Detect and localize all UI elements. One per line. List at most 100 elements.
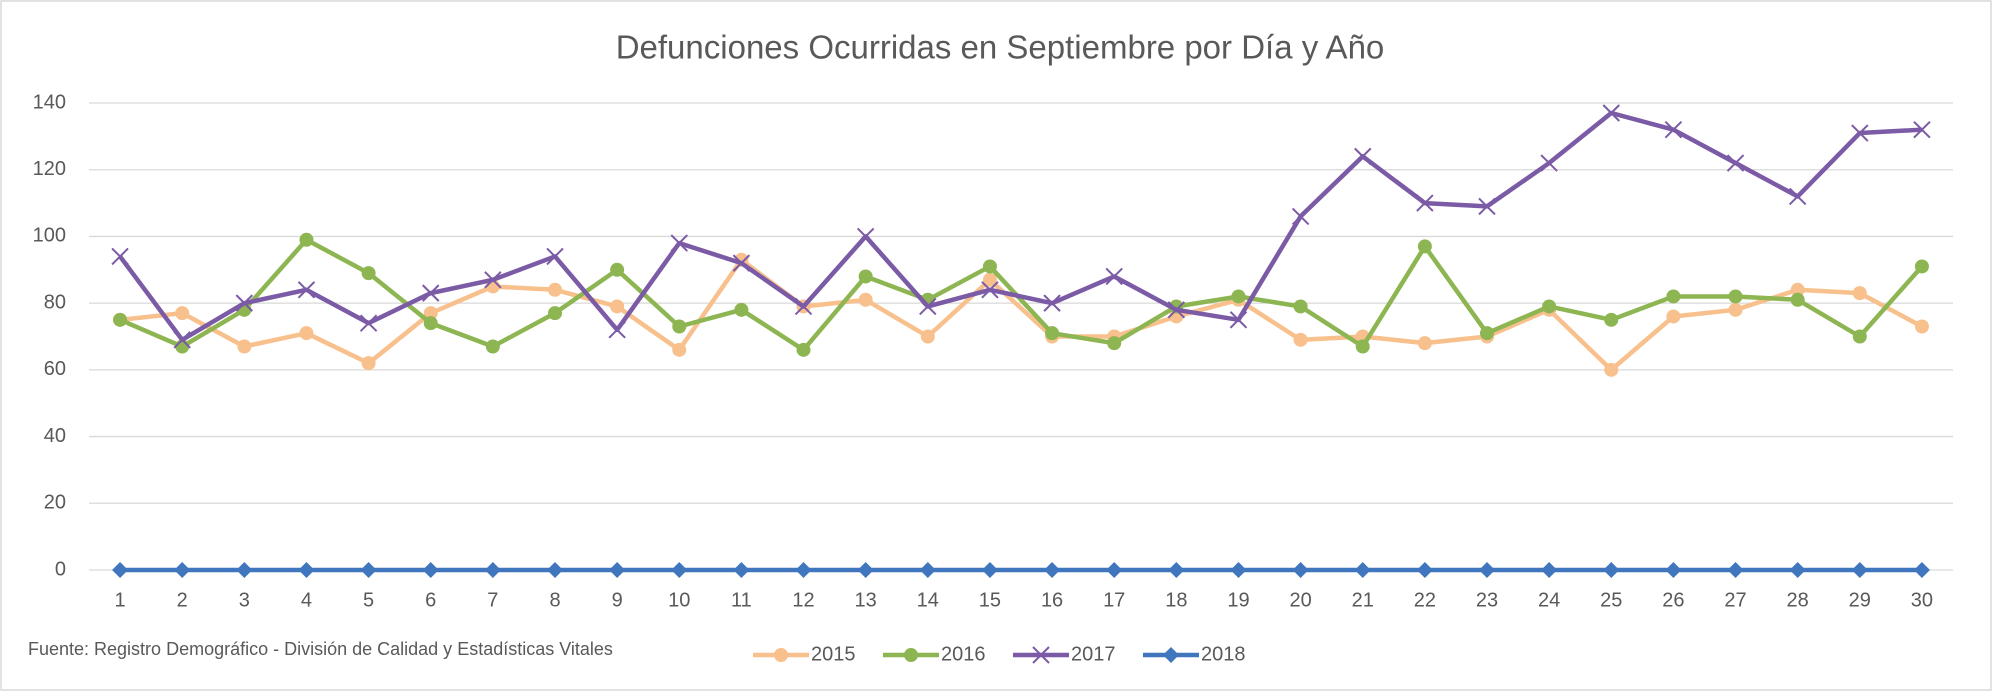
marker [1291,207,1310,226]
marker [1790,282,1805,297]
marker [1726,154,1745,172]
source-note: Fuente: Registro Demográfico - División … [28,639,613,659]
legend-label: 2017 [1071,643,1116,665]
legend-label: 2016 [941,643,986,665]
x-tick-label: 17 [1103,589,1125,611]
marker [1914,319,1929,334]
marker [1293,332,1308,347]
marker [173,331,191,349]
x-tick-label: 28 [1787,589,1809,611]
marker [1293,299,1308,314]
marker [1727,562,1744,578]
x-tick-label: 12 [792,589,814,611]
marker [856,227,875,246]
marker [1851,124,1869,142]
x-tick-label: 22 [1414,589,1436,611]
x-tick-label: 3 [239,589,250,611]
marker [1417,336,1432,351]
x-tick-label: 23 [1476,589,1498,611]
marker [1044,562,1061,578]
y-tick-label: 140 [33,91,66,113]
x-tick-label: 25 [1600,589,1622,611]
marker [1230,562,1247,578]
marker [174,562,191,578]
chart-title: Defunciones Ocurridas en Septiembre por … [616,29,1385,66]
series-line [118,110,1923,343]
marker [1602,104,1620,122]
marker [1913,120,1931,139]
series-line [119,237,1924,353]
marker [1789,562,1806,578]
marker [1163,647,1179,663]
marker [1542,299,1557,314]
marker [297,281,316,299]
marker [548,282,562,297]
marker [298,562,315,578]
marker [982,259,997,274]
marker [1664,120,1683,139]
y-tick-label: 20 [44,492,66,514]
marker [733,562,750,578]
marker [1231,289,1246,304]
marker [1852,286,1867,301]
x-tick-label: 8 [549,589,560,611]
x-tick-label: 13 [855,589,877,611]
marker [1666,309,1681,324]
marker [236,562,253,578]
marker [982,272,997,287]
marker [423,306,438,321]
x-tick-label: 6 [425,589,436,611]
x-tick-label: 2 [177,589,188,611]
marker [610,262,625,277]
marker [858,292,873,307]
x-tick-label: 11 [731,589,752,611]
marker [734,302,749,317]
marker [1541,562,1558,578]
marker [796,342,811,357]
marker [858,269,873,284]
marker [237,339,252,354]
marker [1851,562,1868,578]
marker [981,562,998,578]
marker [1604,362,1619,377]
marker [1728,289,1743,304]
marker [1666,289,1681,304]
marker [1045,326,1060,341]
x-tick-label: 20 [1289,589,1311,611]
legend-label: 2015 [811,643,856,665]
x-tick-label: 5 [363,589,374,611]
marker [1354,147,1372,166]
marker [1603,562,1620,578]
marker [981,281,999,299]
marker [919,562,936,578]
marker [361,356,376,371]
y-tick-label: 80 [44,291,66,313]
marker [1032,646,1050,664]
marker [1914,259,1929,274]
marker [1106,562,1123,578]
marker [608,321,626,339]
x-tick-label: 9 [612,589,623,611]
marker [299,232,314,247]
x-tick-label: 30 [1911,589,1933,611]
marker [732,254,751,272]
marker [1604,312,1619,327]
marker [548,306,562,321]
marker [235,294,254,312]
marker [904,648,918,662]
marker [919,297,937,316]
x-tick-label: 1 [115,589,126,611]
marker [1788,187,1807,206]
marker [484,562,501,578]
marker [1913,562,1930,578]
marker [671,562,688,578]
marker [672,319,687,334]
x-tick-label: 26 [1662,589,1684,611]
y-tick-label: 120 [33,158,66,180]
marker [359,314,378,332]
marker [1043,294,1061,312]
marker [423,316,438,331]
marker [794,297,813,316]
marker [1665,562,1682,578]
x-tick-label: 7 [487,589,498,611]
